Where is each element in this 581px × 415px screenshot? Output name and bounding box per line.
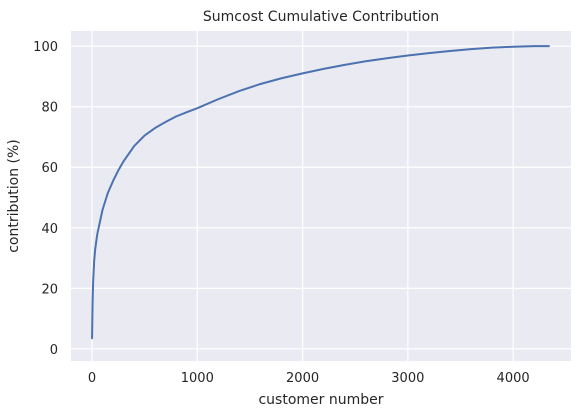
y-tick-label: 0 [50, 343, 58, 358]
x-tick-label: 1000 [181, 371, 214, 386]
y-tick-label: 40 [41, 222, 58, 237]
series-line [91, 45, 550, 340]
chart-title: Sumcost Cumulative Contribution [203, 9, 439, 25]
plot-background [71, 31, 571, 361]
grid-lines [71, 31, 571, 361]
x-tick-label: 3000 [391, 371, 424, 386]
tick-labels: 0 1000 2000 3000 4000 0 20 40 60 80 100 [33, 40, 529, 386]
y-tick-label: 80 [41, 101, 58, 116]
y-tick-label: 60 [41, 161, 58, 176]
x-tick-label: 0 [88, 371, 96, 386]
series-layer [91, 45, 550, 340]
x-axis-label: customer number [258, 392, 383, 408]
y-axis-label: contribution (%) [6, 139, 22, 253]
y-tick-label: 20 [41, 282, 58, 297]
x-tick-label: 2000 [286, 371, 319, 386]
y-tick-label: 100 [33, 40, 58, 55]
x-tick-label: 4000 [497, 371, 530, 386]
